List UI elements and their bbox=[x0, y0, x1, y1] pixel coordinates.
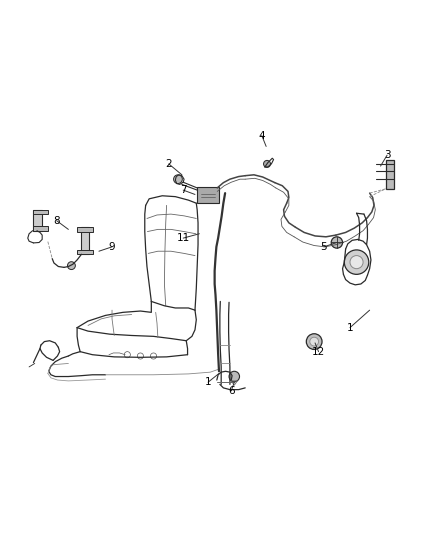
Text: 12: 12 bbox=[312, 346, 325, 357]
Circle shape bbox=[306, 334, 322, 350]
Text: 11: 11 bbox=[177, 233, 190, 243]
Bar bbox=[77, 250, 93, 254]
Text: 3: 3 bbox=[384, 150, 390, 160]
Circle shape bbox=[229, 372, 240, 382]
Circle shape bbox=[331, 237, 343, 248]
Text: 2: 2 bbox=[166, 159, 172, 169]
Text: 1: 1 bbox=[205, 377, 212, 387]
Bar bbox=[386, 160, 394, 189]
Bar bbox=[32, 210, 42, 231]
Text: 9: 9 bbox=[109, 242, 115, 252]
Circle shape bbox=[67, 262, 75, 270]
Text: 5: 5 bbox=[321, 242, 327, 252]
Text: 4: 4 bbox=[258, 131, 265, 141]
Circle shape bbox=[264, 160, 271, 167]
Bar bbox=[81, 227, 89, 254]
Circle shape bbox=[310, 337, 318, 346]
Bar bbox=[77, 227, 93, 231]
Circle shape bbox=[344, 250, 369, 274]
Circle shape bbox=[350, 256, 363, 269]
FancyBboxPatch shape bbox=[197, 187, 219, 203]
Text: 7: 7 bbox=[180, 185, 187, 195]
Bar bbox=[32, 210, 48, 214]
Text: 8: 8 bbox=[53, 216, 60, 225]
Bar bbox=[32, 227, 48, 231]
Text: 6: 6 bbox=[228, 386, 234, 396]
Circle shape bbox=[173, 175, 182, 183]
Text: 1: 1 bbox=[346, 322, 353, 333]
